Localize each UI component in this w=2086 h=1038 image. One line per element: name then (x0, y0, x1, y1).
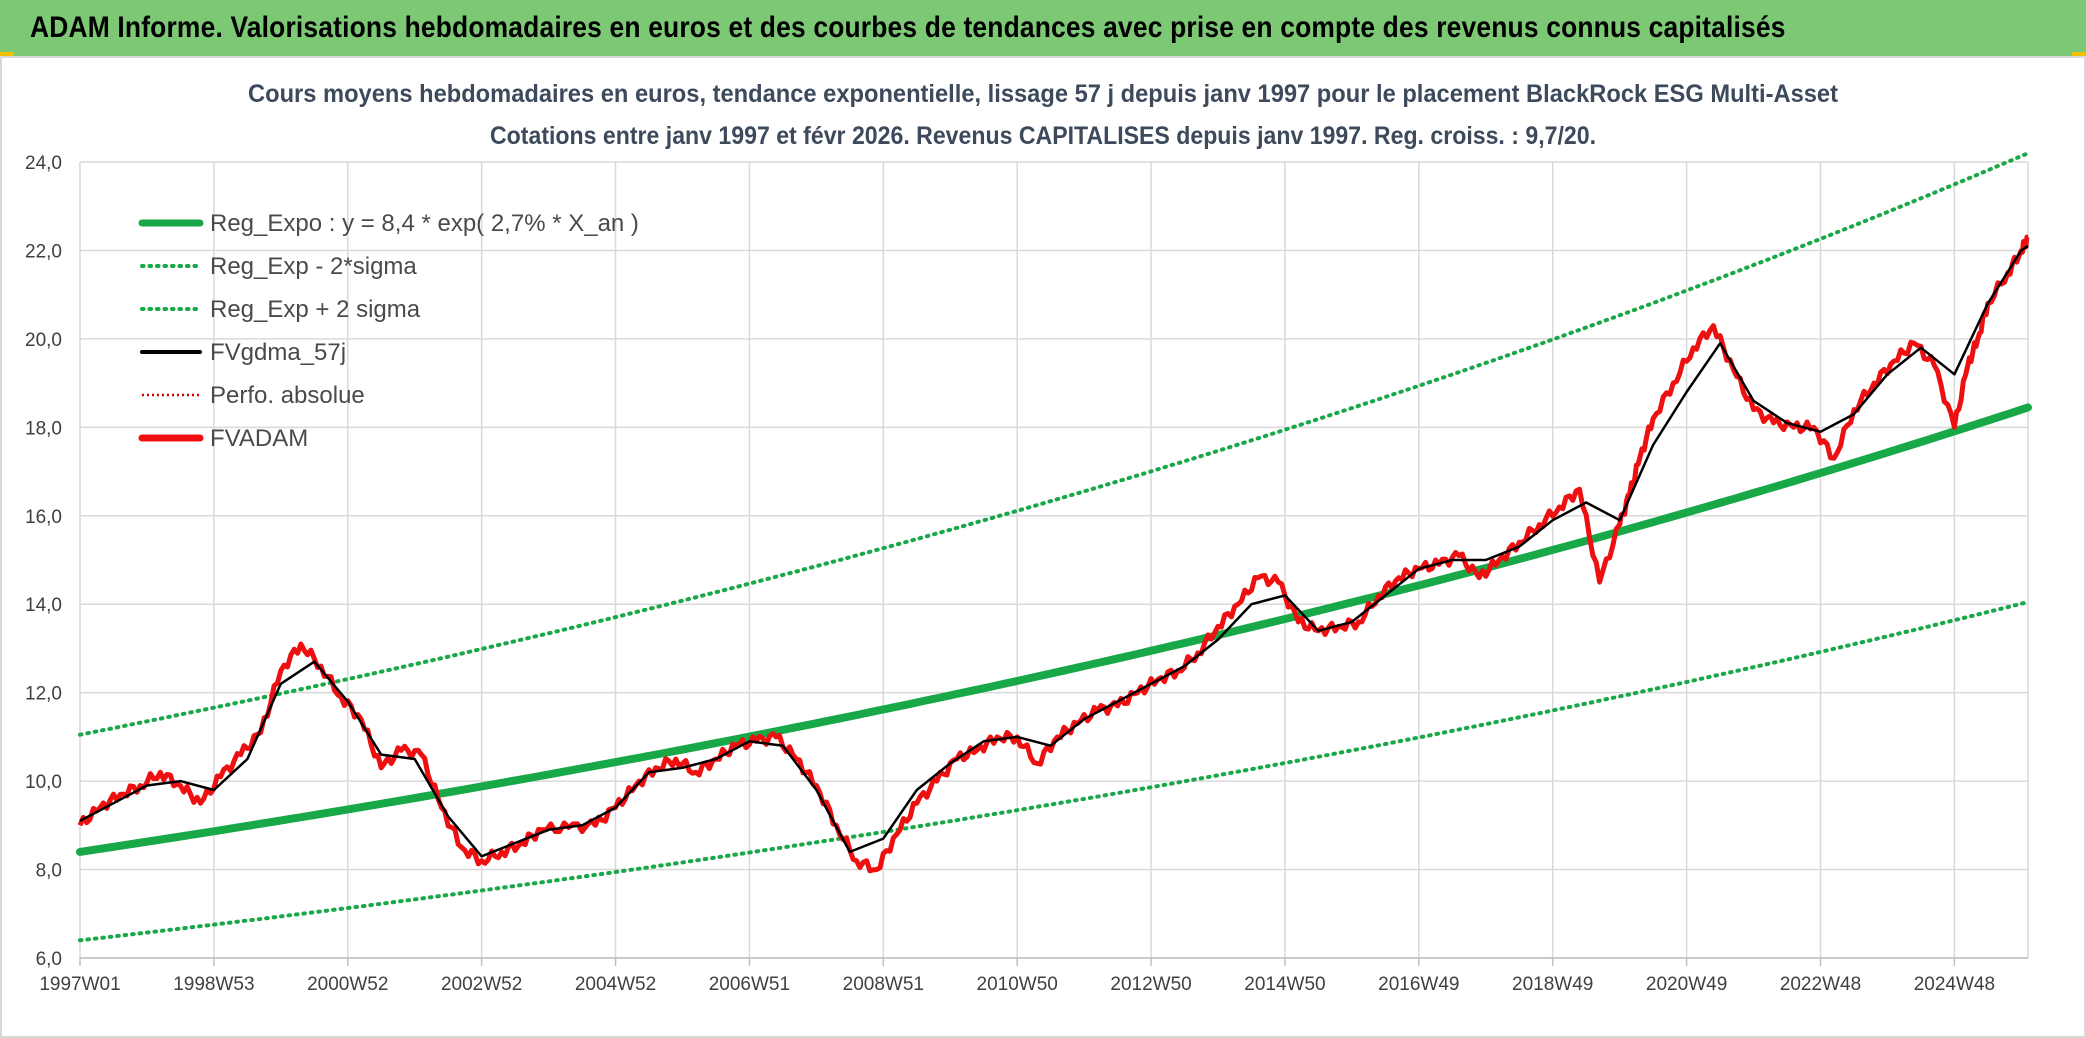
fvadam-line (77, 234, 2030, 874)
legend-label: Perfo. absolue (210, 382, 365, 409)
x-tick-label: 2008W51 (843, 974, 924, 995)
band-upper-line (78, 151, 2030, 737)
legend-label: FVgdma_57j (210, 339, 346, 366)
y-tick-label: 24,0 (25, 153, 62, 174)
x-tick-label: 2018W49 (1512, 974, 1593, 995)
x-tick-label: 2016W49 (1378, 974, 1459, 995)
y-tick-label: 8,0 (36, 861, 62, 882)
y-tick-label: 20,0 (25, 330, 62, 351)
x-tick-label: 2024W48 (1914, 974, 1995, 995)
y-tick-label: 16,0 (25, 507, 62, 528)
chart-svg: Cours moyens hebdomadaires en euros, ten… (25, 80, 2032, 995)
trend-line (76, 403, 2032, 856)
x-tick-label: 2000W52 (307, 974, 388, 995)
chart-title-line1: Cours moyens hebdomadaires en euros, ten… (248, 80, 1839, 108)
legend: Reg_Expo : y = 8,4 * exp( 2,7% * X_an ) R… (138, 210, 639, 452)
x-tick-label: 2020W49 (1646, 974, 1727, 995)
x-tick-label: 2014W50 (1244, 974, 1325, 995)
report-title: ADAM Informe. Valorisations hebdomadaire… (30, 11, 1786, 44)
y-tick-label: 6,0 (36, 949, 62, 970)
corner-marker-left (0, 52, 14, 58)
legend-label: Reg_Exp - 2*sigma (210, 253, 417, 280)
band-lower-line (78, 600, 2030, 943)
x-tick-label: 2006W51 (709, 974, 790, 995)
y-tick-label: 22,0 (25, 241, 62, 262)
report-banner: ADAM Informe. Valorisations hebdomadaire… (0, 0, 2086, 56)
x-tick-label: 1998W53 (173, 974, 254, 995)
y-tick-label: 12,0 (25, 684, 62, 705)
x-tick-label: 2012W50 (1110, 974, 1191, 995)
legend-label: Reg_Exp + 2 sigma (210, 296, 421, 323)
legend-label: Reg_Expo : y = 8,4 * exp( 2,7% * X_an ) (210, 210, 639, 237)
x-tick-label: 2002W52 (441, 974, 522, 995)
x-tick-label: 1997W01 (39, 974, 120, 995)
x-tick-label: 2010W50 (977, 974, 1058, 995)
corner-marker-right (2072, 52, 2086, 58)
grid (79, 161, 2029, 959)
y-tick-label: 14,0 (25, 595, 62, 616)
y-tick-label: 18,0 (25, 418, 62, 439)
fvgdma-line (79, 244, 2029, 858)
chart-title-line2: Cotations entre janv 1997 et févr 2026. … (490, 122, 1596, 150)
x-tick-label: 2022W48 (1780, 974, 1861, 995)
plot-lines (76, 151, 2032, 943)
chart-panel: Cours moyens hebdomadaires en euros, ten… (0, 56, 2086, 1038)
legend-label: FVADAM (210, 425, 308, 452)
axes: 6,0 8,0 10,0 12,0 14,0 16,0 18,0 20,0 22,0 24,0 19… (25, 153, 2028, 995)
x-tick-label: 2004W52 (575, 974, 656, 995)
y-tick-label: 10,0 (25, 772, 62, 793)
